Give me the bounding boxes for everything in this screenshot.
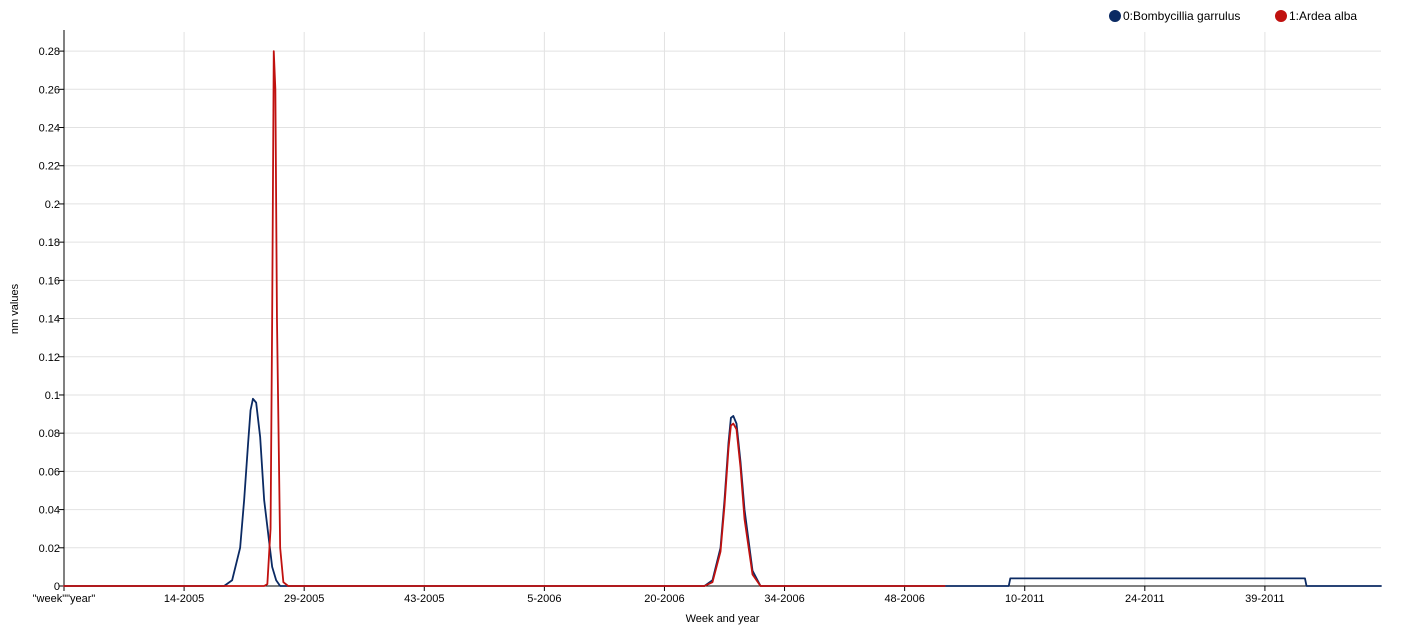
y-tick-label: 0.28 xyxy=(39,46,60,58)
x-tick-label: 39-2011 xyxy=(1245,593,1285,605)
x-tick-label: 29-2005 xyxy=(284,593,324,605)
y-tick-label: 0.14 xyxy=(39,314,60,326)
x-tick-label: 5-2006 xyxy=(527,593,561,605)
y-tick-label: 0.08 xyxy=(39,428,60,440)
legend: 0:Bombycillia garrulus 1:Ardea alba xyxy=(1109,9,1357,23)
x-tick-label: 34-2006 xyxy=(764,593,804,605)
legend-label: 1:Ardea alba xyxy=(1289,9,1357,23)
y-tick-label: 0.2 xyxy=(45,199,60,211)
axes: 0 0.02 0.04 0.06 0.08 0.1 0.12 0.14 0.16 0.18 0.2 0… xyxy=(33,30,1381,605)
y-tick-label: 0.22 xyxy=(39,161,60,173)
y-tick-label: 0.16 xyxy=(39,275,60,287)
x-tick-label: 14-2005 xyxy=(164,593,204,605)
y-tick-label: 0.26 xyxy=(39,84,60,96)
legend-label: 0:Bombycillia garrulus xyxy=(1123,9,1240,23)
grid xyxy=(64,32,1381,586)
legend-marker xyxy=(1109,10,1121,22)
x-tick-label: 20-2006 xyxy=(644,593,684,605)
x-tick-label: 10-2011 xyxy=(1005,593,1045,605)
y-tick-label: 0.06 xyxy=(39,466,60,478)
x-tick-label: 48-2006 xyxy=(884,593,924,605)
series-line-1 xyxy=(63,50,946,587)
legend-marker xyxy=(1275,10,1287,22)
y-axis-label: nm values xyxy=(9,283,21,334)
y-tick-label: 0.18 xyxy=(39,237,60,249)
y-tick-label: 0.24 xyxy=(39,123,60,135)
y-tick-label: 0.02 xyxy=(39,543,60,555)
series-lines xyxy=(63,50,1382,587)
y-tick-label: 0 xyxy=(54,581,60,593)
series-line-0 xyxy=(63,397,1382,587)
x-axis-label: Week and year xyxy=(686,613,760,625)
x-tick-label: 43-2005 xyxy=(404,593,444,605)
y-tick-label: 0.1 xyxy=(45,390,60,402)
x-tick-label: "week""year" xyxy=(33,593,96,605)
y-tick-label: 0.04 xyxy=(39,505,60,517)
x-tick-label: 24-2011 xyxy=(1125,593,1165,605)
y-tick-label: 0.12 xyxy=(39,352,60,364)
